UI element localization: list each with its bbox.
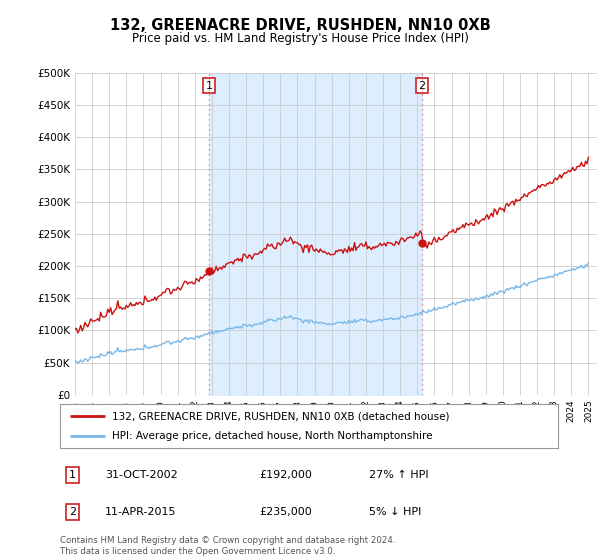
Text: 11-APR-2015: 11-APR-2015 xyxy=(105,507,176,517)
Text: 27% ↑ HPI: 27% ↑ HPI xyxy=(369,470,428,480)
Text: Contains HM Land Registry data © Crown copyright and database right 2024.
This d: Contains HM Land Registry data © Crown c… xyxy=(60,536,395,556)
Text: 2: 2 xyxy=(69,507,76,517)
Text: 132, GREENACRE DRIVE, RUSHDEN, NN10 0XB: 132, GREENACRE DRIVE, RUSHDEN, NN10 0XB xyxy=(110,18,490,33)
Text: 1: 1 xyxy=(69,470,76,480)
Text: 5% ↓ HPI: 5% ↓ HPI xyxy=(369,507,421,517)
Text: 1: 1 xyxy=(206,81,212,91)
Text: 31-OCT-2002: 31-OCT-2002 xyxy=(105,470,178,480)
Text: HPI: Average price, detached house, North Northamptonshire: HPI: Average price, detached house, Nort… xyxy=(112,431,433,441)
Text: £192,000: £192,000 xyxy=(259,470,312,480)
Text: Price paid vs. HM Land Registry's House Price Index (HPI): Price paid vs. HM Land Registry's House … xyxy=(131,32,469,45)
Text: £235,000: £235,000 xyxy=(259,507,312,517)
Text: 2: 2 xyxy=(419,81,425,91)
Text: 132, GREENACRE DRIVE, RUSHDEN, NN10 0XB (detached house): 132, GREENACRE DRIVE, RUSHDEN, NN10 0XB … xyxy=(112,411,450,421)
